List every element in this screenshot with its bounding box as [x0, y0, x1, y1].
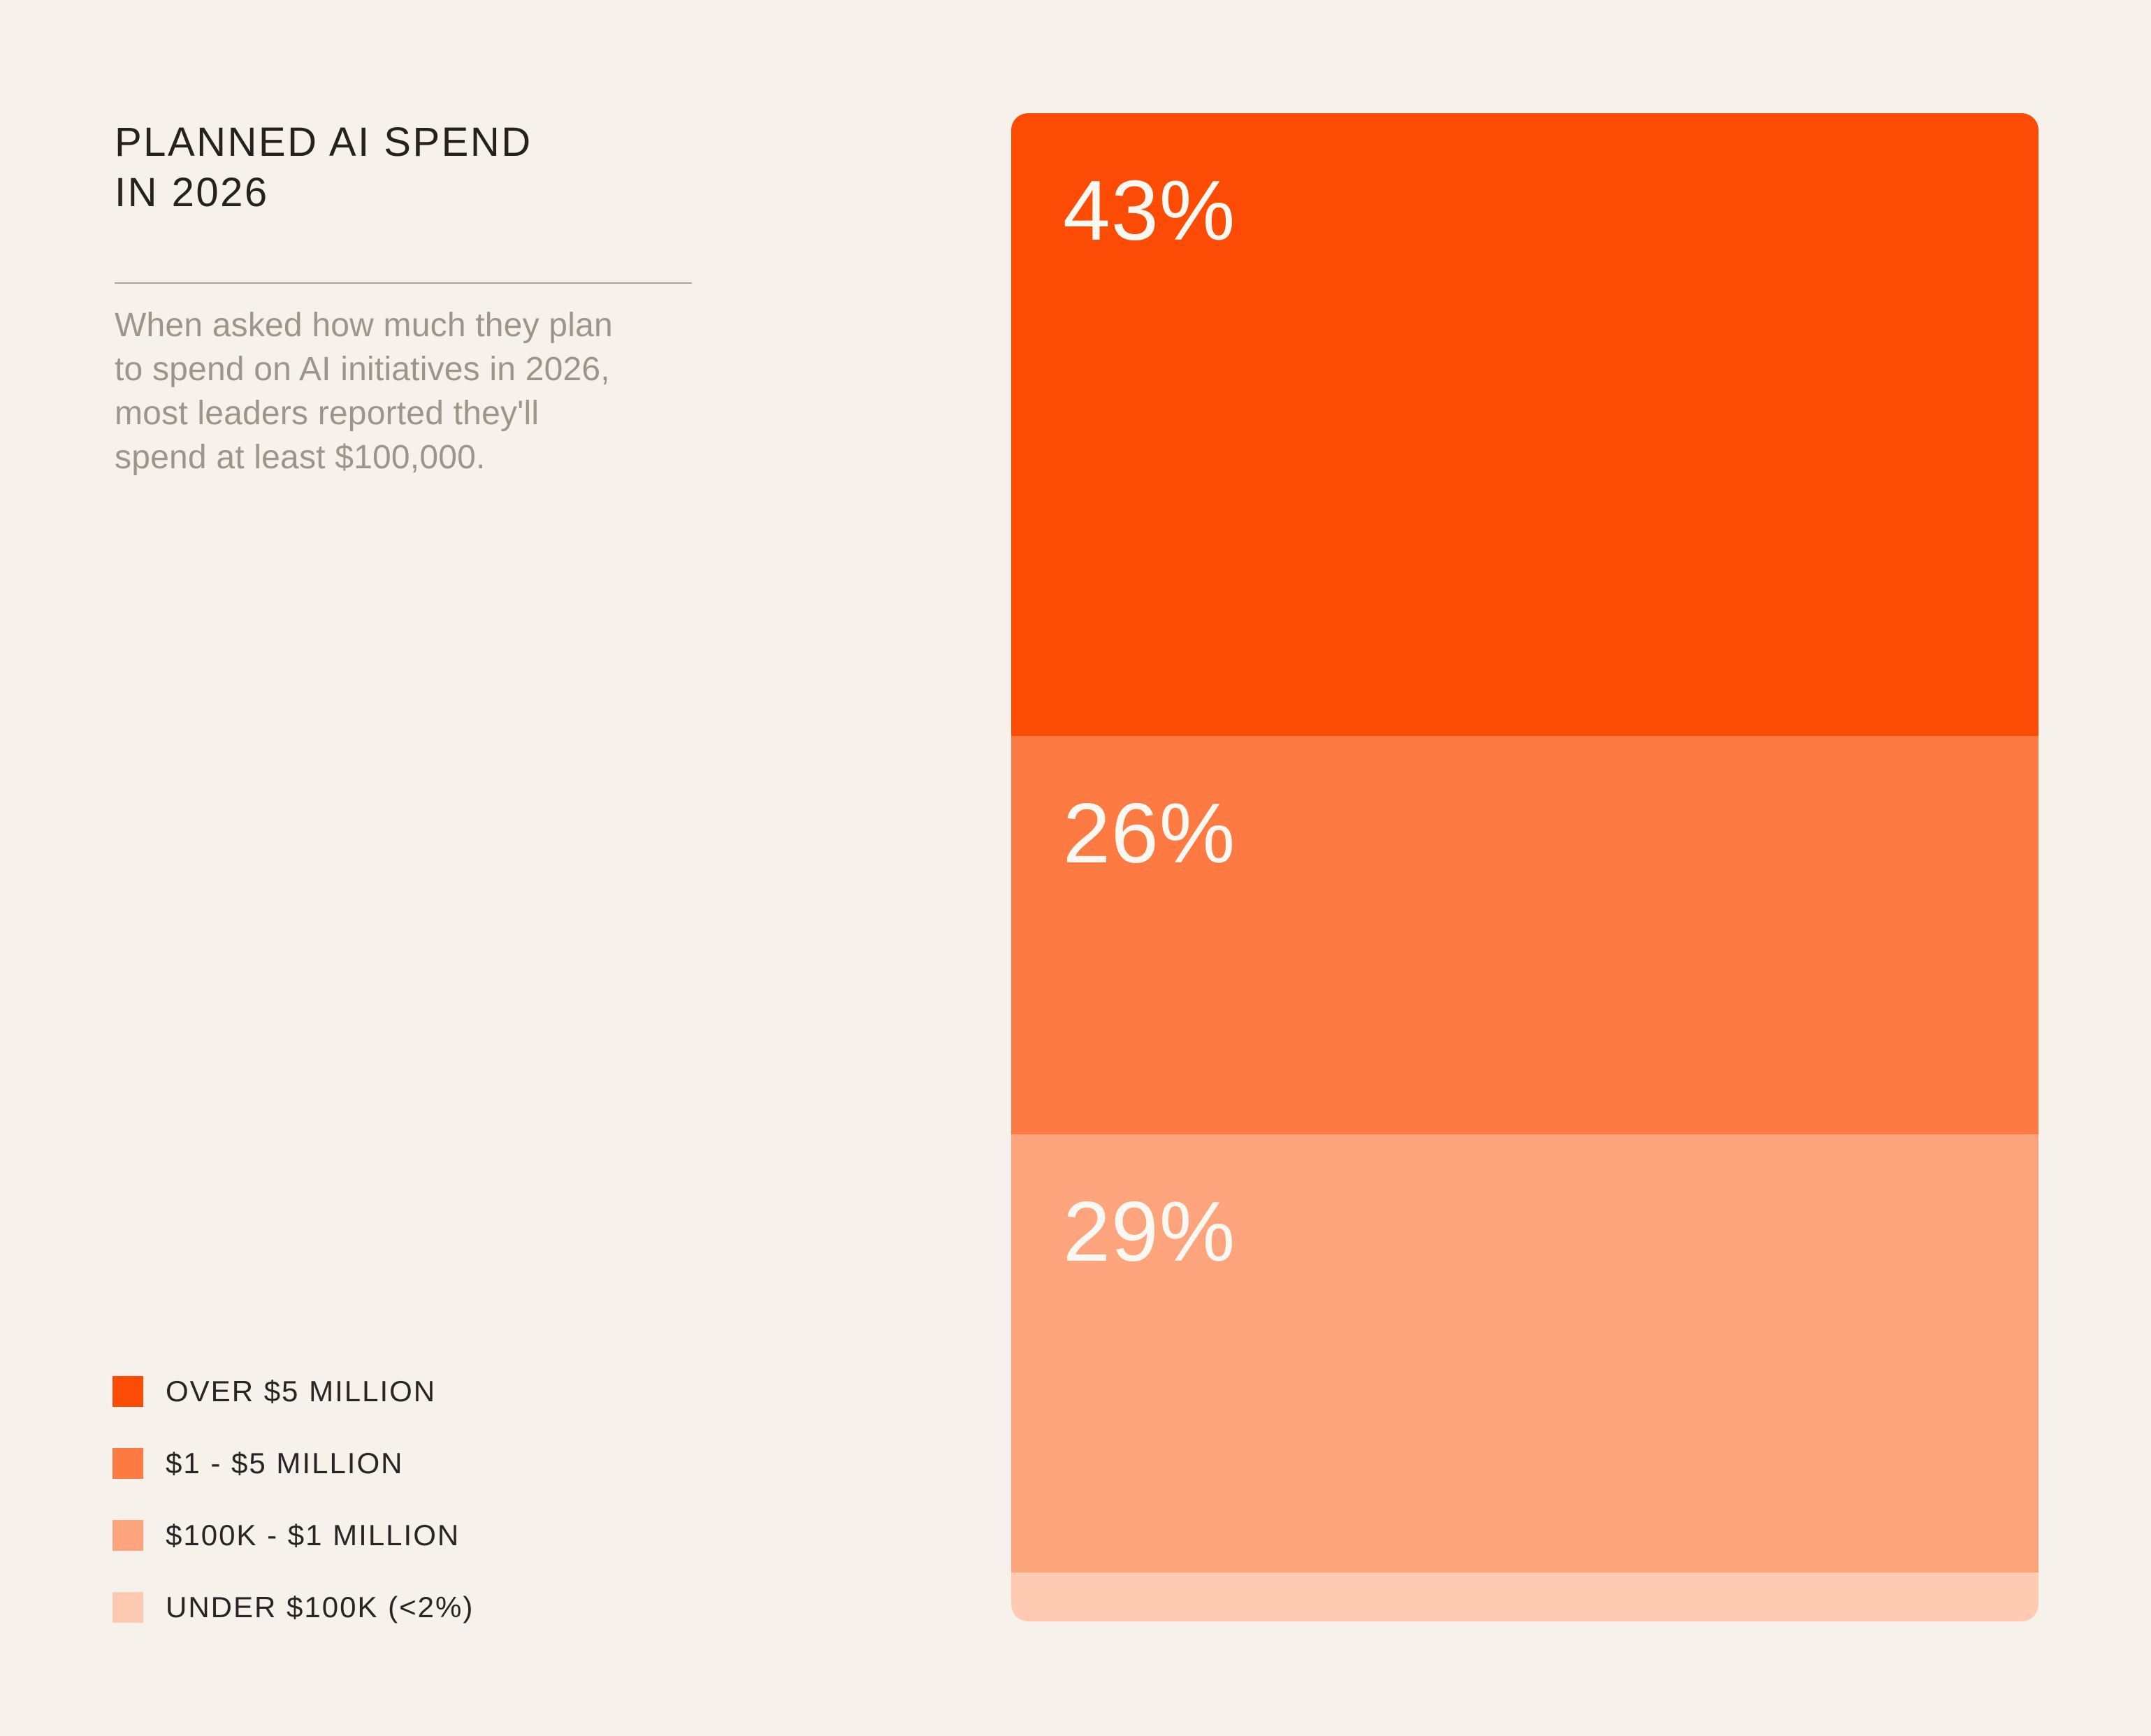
segment-value-label: 43%: [1063, 163, 1236, 258]
segment-value-label: 29%: [1063, 1184, 1236, 1280]
bar-segment-under-100k: [1011, 1572, 2038, 1621]
page-title-line-1: PLANNED AI SPEND: [115, 120, 533, 165]
left-panel: PLANNED AI SPEND IN 2026 When asked how …: [115, 117, 730, 479]
legend-label: $1 - $5 MILLION: [166, 1447, 404, 1480]
legend-swatch: [113, 1376, 143, 1407]
description-line: most leaders reported they'll: [115, 395, 539, 432]
legend-item-under-100k: UNDER $100K (<2%): [113, 1591, 475, 1623]
legend-swatch: [113, 1448, 143, 1479]
bar-segment-over-5m: 43%: [1011, 113, 2038, 737]
bar-segment-1m-5m: 26%: [1011, 736, 2038, 1135]
legend-swatch: [113, 1520, 143, 1551]
legend-item-over-5m: OVER $5 MILLION: [113, 1375, 474, 1408]
segment-value-label: 26%: [1063, 786, 1236, 881]
page-title: PLANNED AI SPEND IN 2026: [115, 117, 730, 218]
legend-label: $100K - $1 MILLION: [166, 1519, 461, 1551]
legend-item-100k-1m: $100K - $1 MILLION: [113, 1519, 474, 1551]
legend-item-1m-5m: $1 - $5 MILLION: [113, 1447, 474, 1480]
description-line: spend at least $100,000.: [115, 439, 486, 476]
description-line: to spend on AI initiatives in 2026,: [115, 351, 610, 388]
legend-swatch: [113, 1592, 143, 1623]
page-title-line-2: IN 2026: [115, 170, 269, 215]
chart-legend: OVER $5 MILLION $1 - $5 MILLION $100K - …: [113, 1375, 475, 1664]
title-divider: [115, 282, 692, 284]
description-line: When asked how much they plan: [115, 307, 613, 344]
chart-description: When asked how much they plan to spend o…: [115, 303, 730, 479]
stacked-bar-chart: 43% 26% 29%: [1011, 113, 2038, 1621]
legend-label: OVER $5 MILLION: [166, 1375, 437, 1408]
bar-segment-100k-1m: 29%: [1011, 1134, 2038, 1572]
legend-label: UNDER $100K (<2%): [166, 1591, 475, 1623]
